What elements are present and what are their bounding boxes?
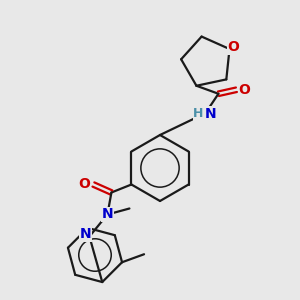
Text: H: H [193, 107, 204, 120]
Text: N: N [80, 227, 92, 241]
Text: N: N [102, 208, 113, 221]
Text: N: N [205, 107, 216, 121]
Text: O: O [238, 83, 250, 97]
Text: O: O [228, 40, 239, 54]
Text: O: O [79, 178, 90, 191]
